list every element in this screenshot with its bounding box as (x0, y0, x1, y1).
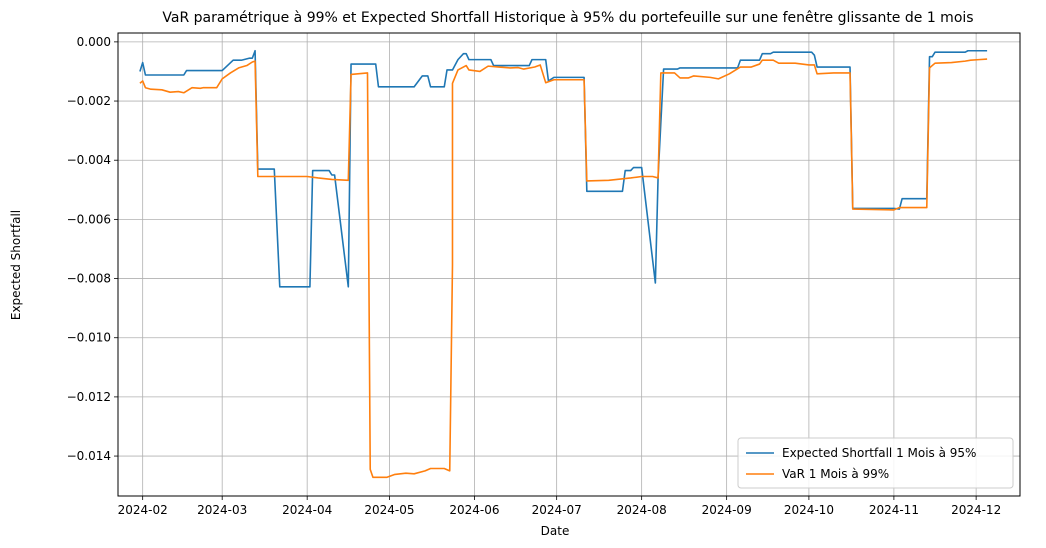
chart-title: VaR paramétrique à 99% et Expected Short… (162, 10, 973, 26)
plot-frame (117, 32, 1021, 497)
series-line-expected-shortfall (139, 49, 988, 288)
y-axis: 0.000 −0.002 −0.004 −0.006 −0.008 −0.010 −0.01… (67, 35, 118, 463)
x-tick-label: 2024-02 (118, 503, 168, 517)
series-layer (139, 49, 988, 479)
y-axis-label: Expected Shortfall (9, 210, 23, 320)
legend-box (737, 437, 1014, 489)
x-tick-label: 2024-06 (449, 503, 499, 517)
x-tick-label: 2024-09 (702, 503, 752, 517)
legend-label-expected-shortfall: Expected Shortfall 1 Mois à 95% (782, 446, 976, 460)
legend: Expected Shortfall 1 Mois à 95% VaR 1 Mo… (737, 437, 1014, 489)
y-tick-label: −0.002 (67, 94, 111, 108)
y-tick-label: −0.006 (67, 212, 111, 226)
x-axis-label: Date (541, 524, 570, 538)
x-tick-label: 2024-10 (784, 503, 834, 517)
x-tick-label: 2024-12 (951, 503, 1001, 517)
x-tick-label: 2024-05 (364, 503, 414, 517)
x-tick-label: 2024-08 (617, 503, 667, 517)
y-tick-label: 0.000 (77, 35, 111, 49)
y-tick-label: −0.008 (67, 272, 111, 286)
y-tick-label: −0.012 (67, 390, 111, 404)
series-line-var (139, 58, 988, 479)
x-tick-label: 2024-04 (282, 503, 332, 517)
legend-label-var: VaR 1 Mois à 99% (782, 467, 889, 481)
y-tick-label: −0.014 (67, 449, 111, 463)
y-tick-label: −0.004 (67, 153, 111, 167)
x-tick-label: 2024-03 (197, 503, 247, 517)
x-tick-label: 2024-07 (532, 503, 582, 517)
x-tick-label: 2024-11 (869, 503, 919, 517)
x-axis: 2024-02 2024-03 2024-04 2024-05 2024-06 2024-… (118, 496, 1001, 517)
y-tick-label: −0.010 (67, 331, 111, 345)
